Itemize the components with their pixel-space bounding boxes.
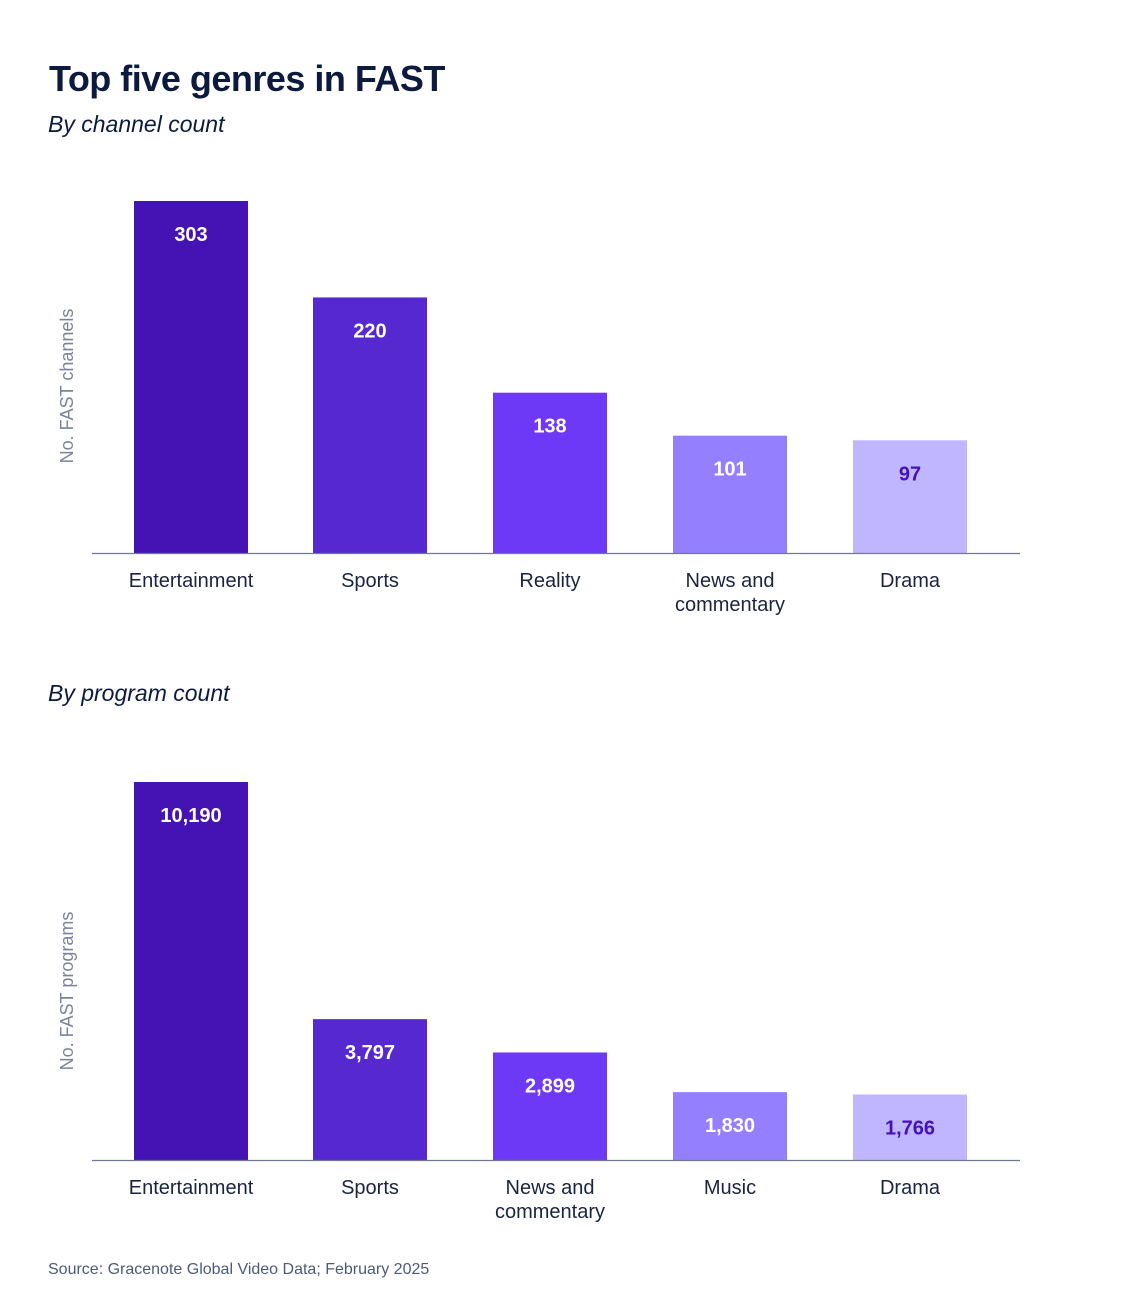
- data-label: 1,766: [885, 1117, 935, 1139]
- data-label: 10,190: [160, 805, 221, 827]
- chart1-subtitle: By channel count: [48, 111, 225, 137]
- y-axis-label: No. FAST channels: [57, 309, 77, 464]
- bar-entertainment: [134, 201, 248, 553]
- data-label: 3,797: [345, 1042, 395, 1064]
- bar-sports: [313, 297, 427, 553]
- bar-music: [673, 1092, 787, 1160]
- x-tick-label: Sports: [341, 570, 399, 592]
- bar-drama: [853, 440, 967, 553]
- x-tick-label: Drama: [880, 570, 941, 592]
- bar-sports: [313, 1019, 427, 1160]
- bar-entertainment: [134, 782, 248, 1160]
- x-tick-label: Entertainment: [129, 570, 254, 592]
- bar-drama: [853, 1094, 967, 1160]
- data-label: 2,899: [525, 1075, 575, 1097]
- y-axis-label: No. FAST programs: [57, 912, 77, 1071]
- bar-news-and-commentary: [673, 435, 787, 553]
- data-label: 1,830: [705, 1115, 755, 1137]
- chart-title: Top five genres in FAST: [49, 58, 445, 99]
- bar-reality: [493, 392, 607, 553]
- data-label: 220: [353, 320, 386, 342]
- x-tick-label: Music: [704, 1177, 756, 1199]
- data-label: 138: [533, 416, 566, 438]
- x-tick-label: Drama: [880, 1177, 941, 1199]
- data-label: 303: [174, 224, 207, 246]
- x-tick-label: News and commentary: [675, 570, 785, 616]
- data-label: 97: [899, 463, 921, 485]
- channel-count-chart: No. FAST channels 303 Entertainment 220 Spor…: [57, 201, 1020, 616]
- program-count-chart: No. FAST programs 10,190 Entertainment 3,79…: [57, 782, 1020, 1223]
- bar-news-and-commentary: [493, 1052, 607, 1160]
- x-tick-label: Entertainment: [129, 1177, 254, 1199]
- x-tick-label: Reality: [519, 570, 580, 592]
- source-note: Source: Gracenote Global Video Data; Feb…: [48, 1261, 430, 1278]
- x-tick-label: News and commentary: [495, 1177, 605, 1223]
- data-label: 101: [713, 459, 746, 481]
- chart2-subtitle: By program count: [48, 680, 230, 706]
- x-tick-label: Sports: [341, 1177, 399, 1199]
